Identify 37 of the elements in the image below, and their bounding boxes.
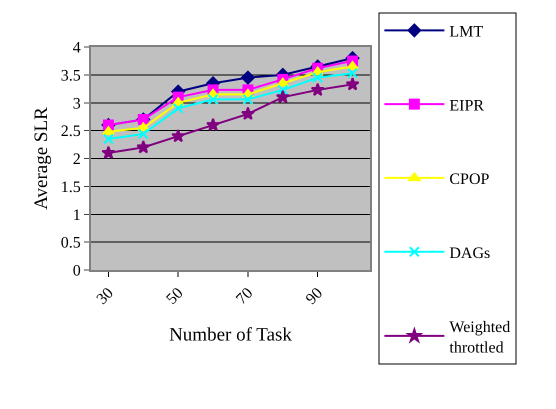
x-tick-label: 30 <box>94 284 117 308</box>
point <box>136 140 150 154</box>
point <box>241 70 255 85</box>
point <box>310 82 325 96</box>
legend-label: Weighted throttled <box>449 318 510 357</box>
point <box>242 94 254 105</box>
point <box>277 84 288 96</box>
point <box>276 90 290 104</box>
x-tick-label: 50 <box>163 284 187 308</box>
legend-label: LMT <box>449 24 484 41</box>
x-tick-label: 90 <box>302 284 326 308</box>
point <box>172 102 184 114</box>
y-tick-label: 0.5 <box>60 234 81 252</box>
point <box>171 128 186 142</box>
y-tick-label: 3 <box>72 95 81 112</box>
point <box>138 128 149 140</box>
y-tick-label: 2.5 <box>60 123 81 140</box>
point <box>101 146 116 160</box>
point <box>102 133 114 144</box>
y-tick-label: 0 <box>72 262 81 280</box>
x-tick-label: 70 <box>233 284 256 308</box>
y-tick-label: 1.5 <box>60 178 81 196</box>
point <box>206 118 220 132</box>
y-tick-label: 3.5 <box>60 67 81 84</box>
point <box>312 72 324 84</box>
legend-label: EIPR <box>449 97 484 114</box>
point <box>347 68 358 79</box>
y-tick-label: 2 <box>72 151 81 168</box>
y-tick-label: 4 <box>72 40 81 57</box>
legend-label: CPOP <box>449 171 490 188</box>
y-axis-title: Average SLR <box>31 106 52 210</box>
y-tick-label: 1 <box>72 206 81 224</box>
point <box>208 94 219 105</box>
point <box>346 77 360 90</box>
point <box>240 106 255 120</box>
legend-label: DAGs <box>449 244 490 262</box>
x-axis-title: Number of Task <box>169 324 292 346</box>
